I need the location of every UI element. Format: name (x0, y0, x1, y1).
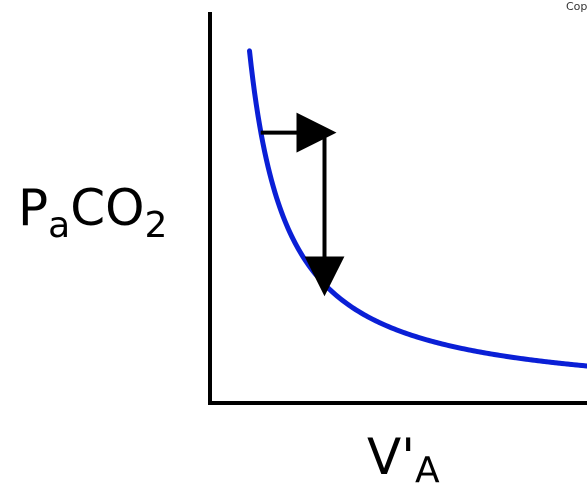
y-axis-label: PaCO2 (18, 179, 167, 246)
arrows-group (260, 112, 345, 297)
x-label-v: V' (367, 428, 415, 485)
corner-text: Cop (566, 0, 587, 13)
inverse-curve (247, 48, 587, 369)
x-axis-label: V'A (367, 428, 440, 485)
y-label-sub-a: a (48, 205, 70, 246)
y-label-sub-2: 2 (145, 205, 168, 246)
x-label-sub-a: A (415, 450, 440, 485)
y-label-co: CO (70, 179, 144, 237)
y-label-p: P (18, 179, 48, 237)
